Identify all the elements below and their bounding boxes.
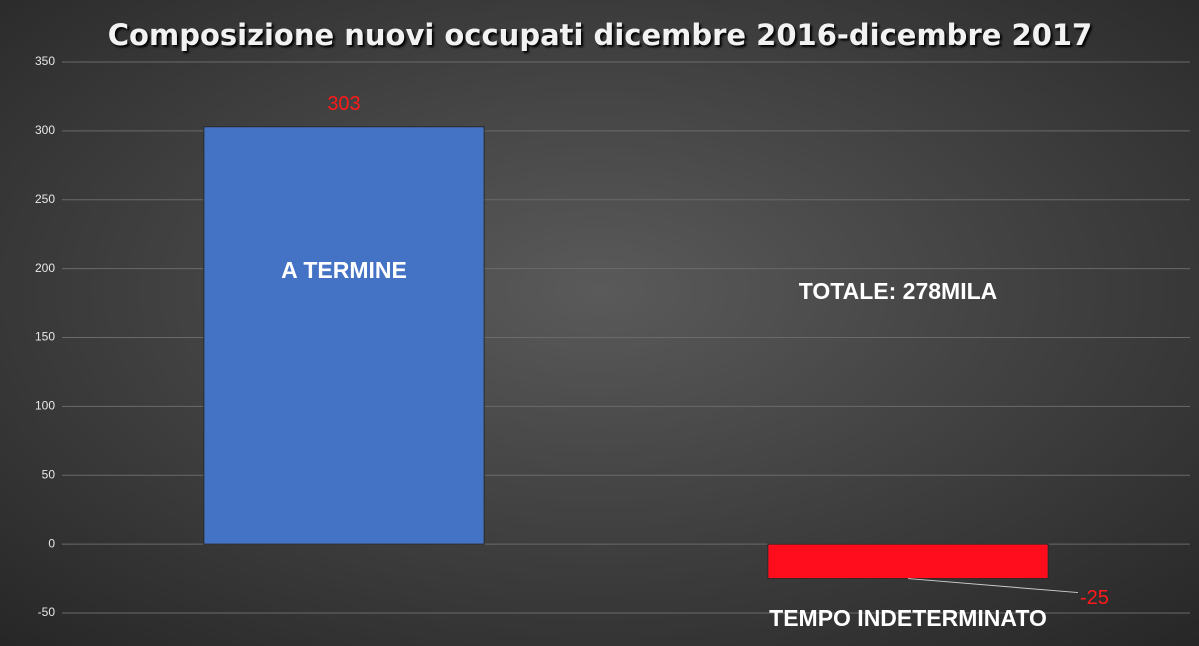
value-label: 303 — [327, 93, 360, 115]
bar — [203, 126, 485, 545]
category-label: TEMPO INDETERMINATO — [769, 605, 1047, 631]
chart-title: Composizione nuovi occupati dicembre 201… — [108, 18, 1092, 52]
y-tick-label: 0 — [48, 536, 55, 550]
y-tick-label: 350 — [35, 54, 55, 68]
y-tick-label: 200 — [35, 261, 55, 275]
y-tick-label: 100 — [35, 399, 55, 413]
y-tick-label: 250 — [35, 192, 55, 206]
leader-line — [907, 578, 1079, 594]
bar — [767, 543, 1049, 580]
y-tick-label: 300 — [35, 123, 55, 137]
annotation: TOTALE: 278MILA — [799, 278, 998, 304]
y-tick-label: 50 — [42, 467, 56, 481]
value-label: -25 — [1080, 587, 1109, 609]
y-tick-label: 150 — [35, 330, 55, 344]
category-label: A TERMINE — [281, 257, 407, 283]
y-tick-label: -50 — [38, 605, 56, 619]
